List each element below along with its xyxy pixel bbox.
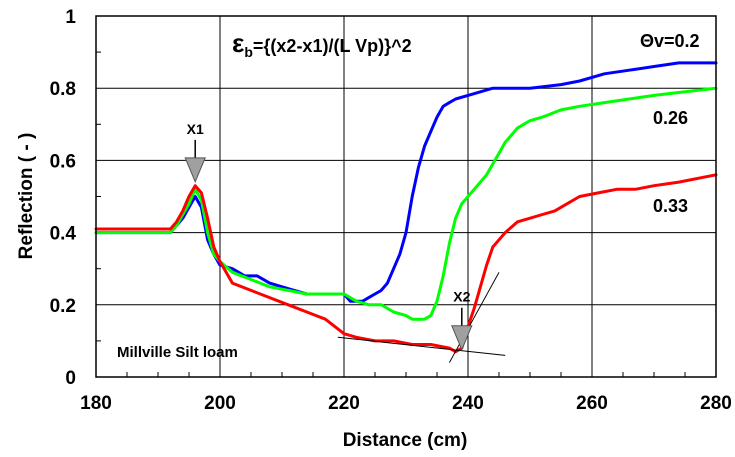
marker-triangle [184, 157, 206, 184]
equation-annotation: εb={(x2-x1)/(L Vp)}^2 [232, 28, 412, 60]
tangent-line [448, 272, 500, 363]
marker-triangle [451, 325, 473, 352]
equation-body: ={(x2-x1)/(L Vp)}^2 [253, 36, 412, 56]
x-tick-label: 240 [452, 393, 484, 414]
marker-label: X1 [187, 121, 204, 137]
y-tick-labels: 0 0.2 0.4 0.6 0.8 1 [50, 7, 77, 389]
y-axis-title: Reflection ( - ) [16, 133, 37, 260]
x-tick-label: 180 [80, 393, 112, 414]
series-line-red [94, 173, 718, 354]
series-layer [94, 61, 718, 354]
soil-label: Millville Silt loam [117, 344, 238, 361]
x-tick-label: 260 [576, 393, 608, 414]
x-tick-label: 200 [204, 393, 236, 414]
series-line-green [94, 86, 718, 321]
x-tick-labels: 180 200 220 240 260 280 [80, 393, 732, 414]
series-label-red: 0.33 [653, 196, 688, 216]
series-label-blue: Θv=0.2 [640, 31, 700, 51]
y-tick-label: 1 [65, 7, 76, 28]
y-tick-label: 0.6 [50, 151, 76, 172]
marker-label: X2 [453, 289, 470, 305]
x-tick-label: 220 [328, 393, 360, 414]
plot-frame [95, 15, 717, 378]
y-tick-label: 0.8 [50, 79, 76, 100]
series-labels: Θv=0.2 0.26 0.33 [640, 31, 700, 216]
series-label-green: 0.26 [653, 108, 688, 128]
x-axis-title: Distance (cm) [343, 430, 468, 451]
tangent-lines [337, 272, 506, 363]
y-tick-label: 0.2 [50, 296, 76, 317]
epsilon-subscript: b [244, 44, 253, 60]
y-tick-label: 0 [65, 368, 76, 389]
epsilon-symbol: ε [232, 28, 244, 58]
x-tick-label: 280 [700, 393, 732, 414]
y-tick-label: 0.4 [50, 224, 77, 245]
markers: X1 X2 [184, 121, 473, 352]
tangent-line [337, 336, 506, 356]
